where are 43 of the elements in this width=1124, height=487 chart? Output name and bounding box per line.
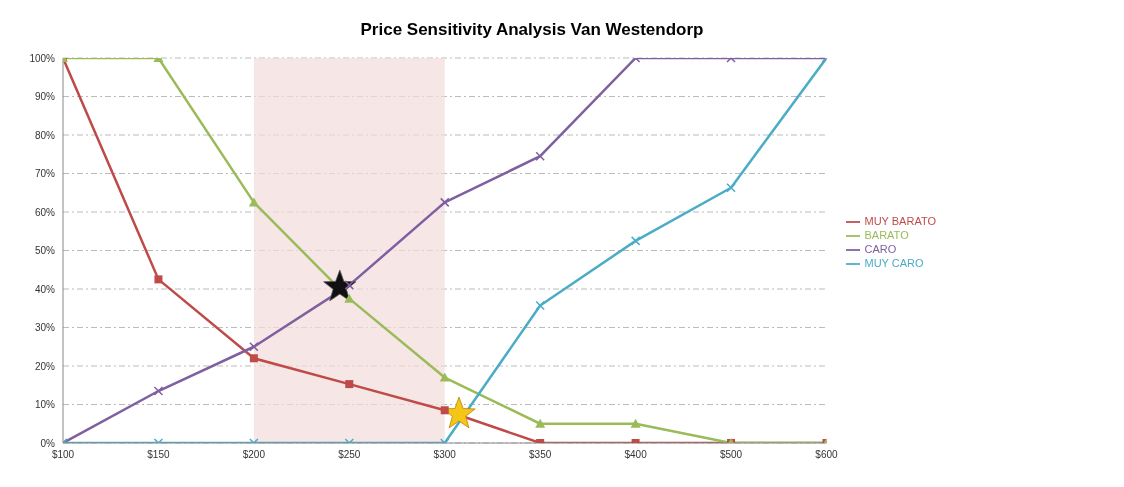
point: [153, 386, 164, 396]
y-tick-label: 10%: [34, 399, 56, 411]
point: [249, 342, 259, 352]
legend-label: CARO: [864, 243, 897, 255]
point: [154, 275, 163, 284]
line-series: [63, 58, 827, 443]
legend-label: MUY BARATO: [864, 214, 936, 227]
x-tick-label: $600: [815, 449, 839, 461]
y-tick-label: 50%: [34, 245, 56, 257]
x-tick-label: $100: [51, 449, 75, 461]
legend-label: MUY CARO: [864, 257, 924, 270]
y-tick-label: 30%: [34, 322, 56, 334]
point: [344, 293, 355, 303]
point: [439, 372, 450, 382]
point: [535, 418, 546, 428]
x-tick-label: $350: [529, 449, 552, 461]
y-tick-label: 90%: [34, 91, 56, 103]
y-tick-label: 80%: [34, 129, 56, 141]
point: [345, 380, 354, 389]
point: [726, 183, 736, 193]
y-tick-label: 0%: [40, 437, 56, 449]
chart-title: Price Sensitivity Analysis Van Westendorp: [359, 20, 705, 40]
y-tick-label: 20%: [34, 360, 56, 372]
point: [344, 280, 355, 290]
x-tick-label: $500: [719, 449, 743, 461]
point: [248, 197, 259, 207]
point: [440, 406, 449, 415]
x-tick-label: $400: [624, 449, 648, 461]
x-tick-label: $150: [147, 449, 170, 461]
point: [439, 197, 450, 208]
point: [630, 236, 641, 246]
x-tick-label: $250: [338, 449, 361, 461]
y-tick-label: 70%: [34, 168, 56, 180]
point: [535, 151, 545, 161]
x-tick-label: $300: [433, 449, 457, 461]
y-tick-label: 100%: [29, 52, 56, 64]
y-tick-label: 60%: [34, 206, 56, 218]
point: [249, 354, 258, 363]
point: [535, 300, 545, 311]
x-tick-label: $200: [242, 449, 266, 461]
y-tick-label: 40%: [34, 283, 56, 295]
point: [630, 418, 641, 428]
legend-label: BARATO: [864, 228, 909, 241]
